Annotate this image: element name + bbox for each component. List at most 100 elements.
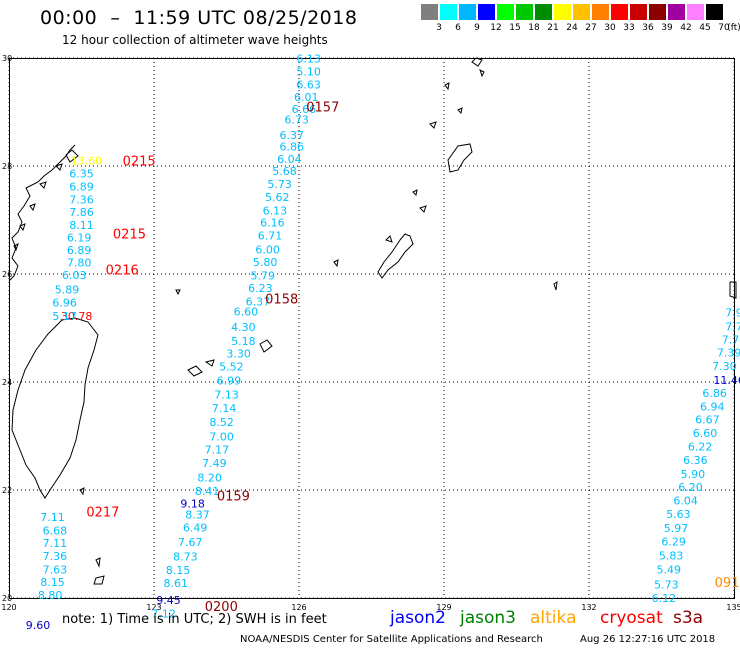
wave-height-value: 9.45 bbox=[156, 594, 181, 607]
satellite-altika: altika bbox=[530, 608, 577, 628]
legend-swatch bbox=[573, 4, 590, 20]
wave-height-value: 5.97 bbox=[664, 522, 689, 535]
longitude-label: 123 bbox=[146, 603, 161, 612]
wave-height-value: 8.73 bbox=[173, 550, 198, 563]
wave-height-value: 6.37 bbox=[246, 296, 271, 309]
legend-label: 12 bbox=[490, 23, 502, 33]
wave-height-value: 6.35 bbox=[69, 168, 94, 181]
wave-height-value: 7.86 bbox=[69, 206, 94, 219]
legend-swatch bbox=[554, 4, 571, 20]
wave-height-value: 5.83 bbox=[659, 549, 684, 562]
latitude-label: 22 bbox=[2, 486, 12, 495]
legend-unit: (ft) bbox=[727, 23, 740, 33]
wave-height-value: 8.52 bbox=[209, 416, 234, 429]
wave-height-value: 9.18 bbox=[180, 498, 205, 511]
satellite-s3a: s3a bbox=[673, 608, 704, 628]
wave-height-value: 5.73 bbox=[267, 178, 292, 191]
wave-height-value: 6.16 bbox=[260, 217, 285, 230]
china-coastline bbox=[8, 144, 76, 282]
satellite-cryosat: cryosat bbox=[600, 608, 663, 628]
wave-height-value: 6.01 bbox=[294, 91, 319, 104]
legend-swatch bbox=[459, 4, 476, 20]
wave-height-value: 7.11 bbox=[43, 537, 68, 550]
longitude-label: 135 bbox=[726, 603, 740, 612]
wave-height-value: 7.36 bbox=[43, 550, 68, 563]
wave-height-value: 30.78 bbox=[61, 310, 93, 323]
wave-height-value: 5.89 bbox=[55, 284, 80, 297]
legend-label: 42 bbox=[680, 23, 692, 33]
wave-height-value: 7.67 bbox=[178, 536, 203, 549]
wave-height-value: 6.19 bbox=[67, 231, 92, 244]
generated-timestamp: Aug 26 12:27:16 UTC 2018 bbox=[580, 634, 716, 645]
wave-height-value: 5.10 bbox=[296, 66, 321, 79]
wave-height-value: 6.94 bbox=[700, 400, 725, 413]
wave-height-value: 6.29 bbox=[661, 535, 686, 548]
wave-height-value: 6.03 bbox=[62, 269, 87, 282]
legend-swatch bbox=[649, 4, 666, 20]
map-title: 00:00 – 11:59 UTC 08/25/2018 bbox=[40, 7, 358, 29]
legend-label: 6 bbox=[455, 23, 461, 33]
wave-height-value: 6.04 bbox=[277, 153, 302, 166]
wave-height-value: 7.63 bbox=[43, 563, 68, 576]
wave-height-value: 5.90 bbox=[681, 468, 706, 481]
wave-height-value: 8.80 bbox=[38, 589, 63, 602]
wave-height-value: 6.86 bbox=[702, 387, 727, 400]
wave-height-value: 6.66 bbox=[292, 103, 317, 116]
wave-height-value: 8.11 bbox=[69, 219, 94, 232]
wave-height-value: 5.17 bbox=[52, 310, 77, 323]
legend-swatch bbox=[630, 4, 647, 20]
pass-time-label: 0216 bbox=[106, 264, 139, 279]
wave-height-value: 7.12 bbox=[151, 608, 176, 621]
legend-swatch bbox=[497, 4, 514, 20]
wave-height-value: 7.80 bbox=[67, 257, 92, 270]
ryukyu-islands bbox=[79, 57, 737, 585]
wave-height-value: 6.68 bbox=[43, 525, 68, 538]
wave-height-value: 6.00 bbox=[255, 244, 280, 257]
legend-label: 3 bbox=[436, 23, 442, 33]
wave-height-value: 6.20 bbox=[678, 481, 703, 494]
pass-time-label: 0215 bbox=[123, 155, 156, 170]
wave-height-value: 6.13 bbox=[296, 53, 321, 66]
satellite-jason2: jason2 bbox=[390, 608, 446, 628]
wave-height-value: 7.00 bbox=[209, 431, 234, 444]
legend-swatch bbox=[668, 4, 685, 20]
wave-height-value: 8.37 bbox=[185, 508, 210, 521]
source-credit: NOAA/NESDIS Center for Satellite Applica… bbox=[240, 634, 543, 645]
legend-swatch bbox=[535, 4, 552, 20]
wave-height-value: 8.15 bbox=[40, 576, 65, 589]
wave-height-value: 8.20 bbox=[197, 472, 222, 485]
wave-height-value: 6.63 bbox=[296, 78, 321, 91]
wave-height-value: 5.73 bbox=[654, 579, 679, 592]
wave-height-value: 6.67 bbox=[695, 413, 720, 426]
wave-height-value: 6.89 bbox=[67, 244, 92, 257]
wave-height-value: 8.41 bbox=[195, 485, 220, 498]
china-coastline-islands bbox=[13, 149, 79, 252]
wave-height-value: 5.18 bbox=[231, 335, 256, 348]
legend-label: 30 bbox=[604, 23, 616, 33]
wave-height-value: 7.30 bbox=[712, 360, 737, 373]
longitude-label: 129 bbox=[436, 603, 451, 612]
pass-time-label: 0917 bbox=[715, 576, 740, 591]
wave-height-value: 7.49 bbox=[202, 457, 227, 470]
wave-height-value: 7.7 bbox=[725, 320, 740, 333]
wave-height-value: 7.17 bbox=[205, 444, 230, 457]
legend-swatch bbox=[687, 4, 704, 20]
wave-height-value: 6.36 bbox=[683, 454, 708, 467]
wave-height-value: 6.49 bbox=[183, 521, 208, 534]
wave-height-value: 7.39 bbox=[717, 346, 740, 359]
wave-height-value: 6.96 bbox=[52, 297, 77, 310]
taiwan-coastline bbox=[11, 317, 99, 499]
latitude-label: 24 bbox=[2, 378, 12, 387]
legend-label: 15 bbox=[509, 23, 521, 33]
legend-label: 18 bbox=[528, 23, 540, 33]
legend-label: 45 bbox=[699, 23, 711, 33]
wave-height-value: 5.68 bbox=[272, 165, 297, 178]
wave-height-value: 5.80 bbox=[253, 256, 278, 269]
wave-height-value: 6.37 bbox=[280, 129, 305, 142]
wave-height-value: 4.30 bbox=[231, 321, 256, 334]
pass-time-label: 0217 bbox=[86, 506, 119, 521]
latitude-label: 30 bbox=[2, 54, 12, 63]
wave-height-value: 7.72 bbox=[722, 333, 740, 346]
longitude-label: 132 bbox=[581, 603, 596, 612]
